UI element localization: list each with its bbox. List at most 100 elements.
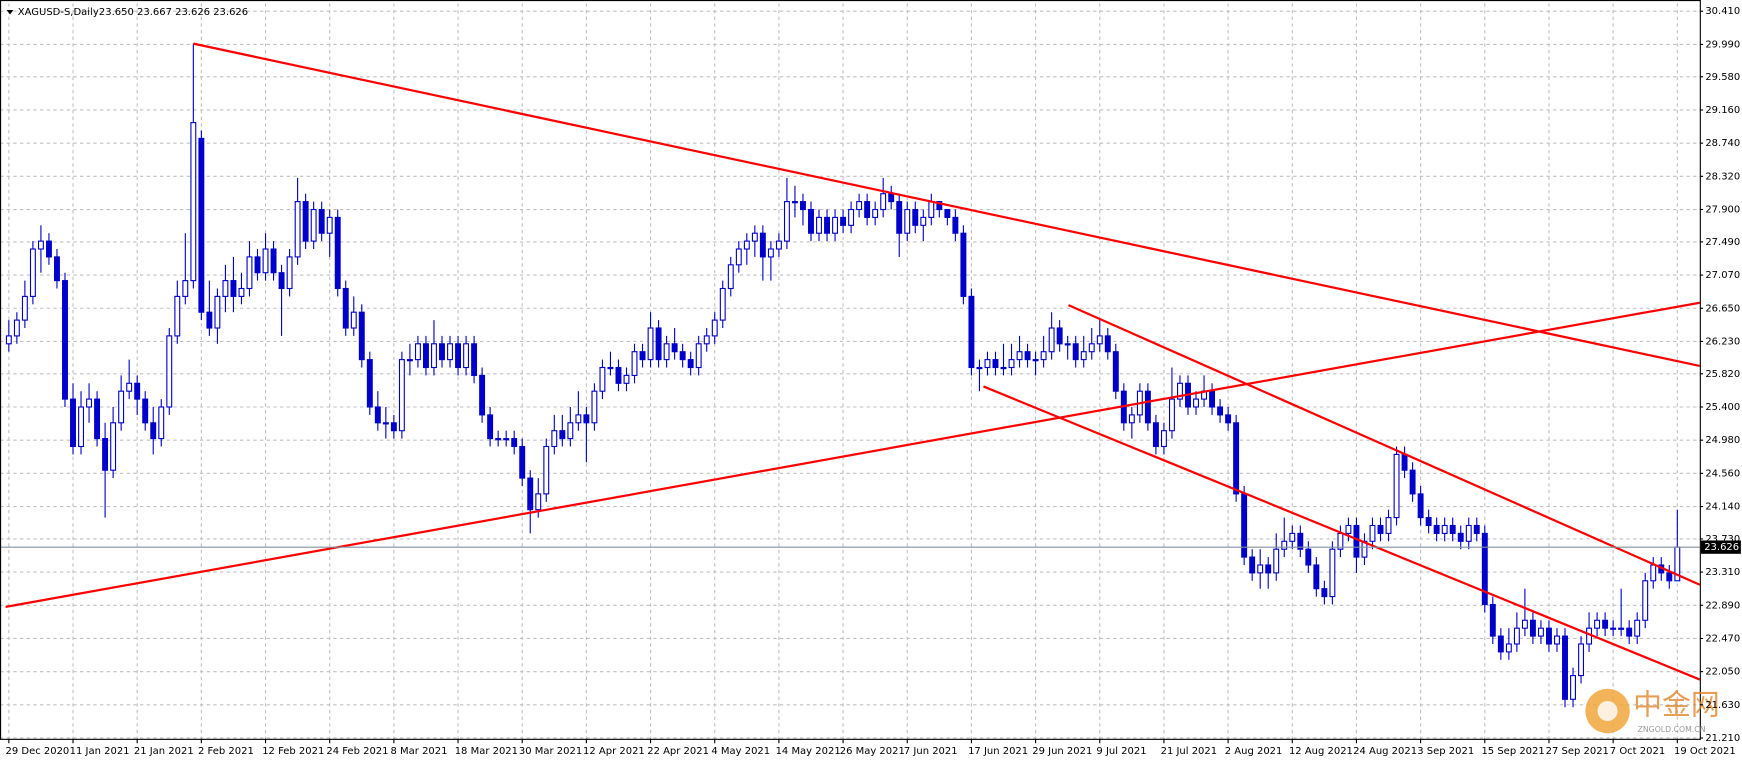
candle-body — [1056, 327, 1063, 345]
candle-body — [294, 201, 301, 258]
candle-body — [495, 438, 502, 441]
candle-body — [1473, 524, 1480, 534]
trendline — [983, 385, 1701, 681]
candle-body — [1449, 524, 1456, 534]
candle-body — [1128, 414, 1135, 424]
candle-body — [1257, 564, 1264, 574]
candle-body — [735, 248, 742, 266]
candle-body — [422, 343, 429, 369]
candle-body — [70, 398, 76, 448]
candle-body — [503, 438, 510, 441]
candle-body — [1497, 635, 1504, 653]
candle-body — [551, 430, 558, 448]
y-tick-label: 26.230 — [1705, 336, 1740, 347]
candle-body — [800, 201, 806, 211]
candle-body — [904, 208, 911, 234]
candle-body — [1289, 532, 1296, 542]
y-tick-label: 29.580 — [1705, 72, 1740, 83]
candle-body — [214, 295, 221, 329]
candle-body — [1016, 351, 1023, 361]
candle-body — [1594, 619, 1601, 629]
plot-border — [0, 0, 1701, 740]
x-tick-label: 12 Feb 2021 — [262, 746, 324, 757]
candle-body — [487, 414, 494, 440]
candle-body — [559, 430, 566, 440]
y-tick-label: 29.160 — [1705, 105, 1740, 116]
candle-body — [968, 295, 975, 369]
candle-body — [767, 248, 774, 258]
x-tick-label: 29 Dec 2020 — [6, 746, 70, 757]
candle-body — [1345, 524, 1352, 534]
candle-body — [743, 240, 750, 250]
candle-body — [1441, 524, 1448, 534]
candle-body — [1377, 524, 1384, 534]
x-tick-label: 2 Feb 2021 — [198, 746, 254, 757]
candle-body — [190, 122, 197, 282]
candle-body — [158, 406, 165, 440]
candle-body — [1570, 675, 1576, 700]
candle-body — [390, 422, 397, 432]
candle-body — [1425, 517, 1432, 527]
candle-body — [1537, 627, 1544, 637]
candle-body — [1024, 351, 1031, 361]
candle-body — [326, 216, 333, 234]
x-tick-label: 22 Apr 2021 — [647, 746, 709, 757]
y-tick-label: 27.490 — [1705, 237, 1740, 248]
candle-body — [334, 216, 341, 290]
candle-body — [1008, 359, 1015, 369]
y-tick-label: 26.650 — [1705, 303, 1740, 314]
candle-body — [527, 477, 534, 511]
y-tick-label: 21.630 — [1705, 700, 1740, 711]
candle-body — [840, 216, 847, 226]
menu-arrow[interactable] — [6, 9, 14, 15]
candle-body — [1273, 548, 1280, 574]
x-tick-label: 11 Jan 2021 — [70, 746, 130, 757]
candle-body — [816, 216, 822, 234]
candle-body — [182, 280, 189, 297]
candle-body — [1578, 643, 1585, 677]
candle-body — [1513, 627, 1520, 645]
candle-body — [511, 438, 518, 448]
candle-body — [1385, 517, 1392, 534]
candle-body — [719, 287, 726, 321]
candle-body — [687, 359, 694, 369]
candle-body — [711, 319, 718, 337]
x-tick-label: 30 Mar 2021 — [519, 746, 582, 757]
x-tick-label: 3 Sep 2021 — [1417, 746, 1474, 757]
candle-body — [118, 390, 125, 424]
candle-body — [832, 216, 839, 234]
y-tick-label: 27.070 — [1705, 270, 1740, 281]
candle-body — [21, 295, 28, 321]
candle-body — [936, 201, 943, 211]
candle-body — [671, 343, 678, 353]
candle-body — [759, 232, 766, 258]
candle-body — [1401, 453, 1408, 471]
candle-body — [751, 232, 758, 242]
candle-body — [1305, 548, 1312, 566]
candle-body — [976, 366, 983, 370]
watermark-sub: ZNGOLD.COM.CN — [1638, 725, 1706, 734]
candle-body — [1321, 588, 1328, 598]
candle-body — [1481, 532, 1488, 606]
candle-body — [1618, 627, 1625, 630]
candle-body — [695, 343, 702, 369]
trendline — [193, 42, 1701, 368]
x-tick-label: 2 Aug 2021 — [1225, 746, 1283, 757]
candle-body — [1080, 351, 1087, 361]
candle-body — [1249, 556, 1256, 574]
header-prices: 23.650 23.667 23.626 23.626 — [99, 7, 248, 18]
candle-body — [414, 343, 421, 361]
x-tick-label: 19 Oct 2021 — [1674, 746, 1736, 757]
candle-body — [471, 343, 478, 376]
y-tick-label: 30.410 — [1705, 6, 1740, 17]
x-tick-label: 24 Feb 2021 — [326, 746, 388, 757]
candle-body — [1634, 619, 1641, 637]
candle-body — [663, 343, 670, 361]
candle-body — [366, 359, 373, 408]
candle-body — [984, 359, 991, 369]
y-tick-label: 23.310 — [1705, 567, 1740, 578]
candle-body — [1457, 532, 1464, 542]
candle-body — [102, 438, 109, 471]
candle-body — [463, 343, 470, 369]
